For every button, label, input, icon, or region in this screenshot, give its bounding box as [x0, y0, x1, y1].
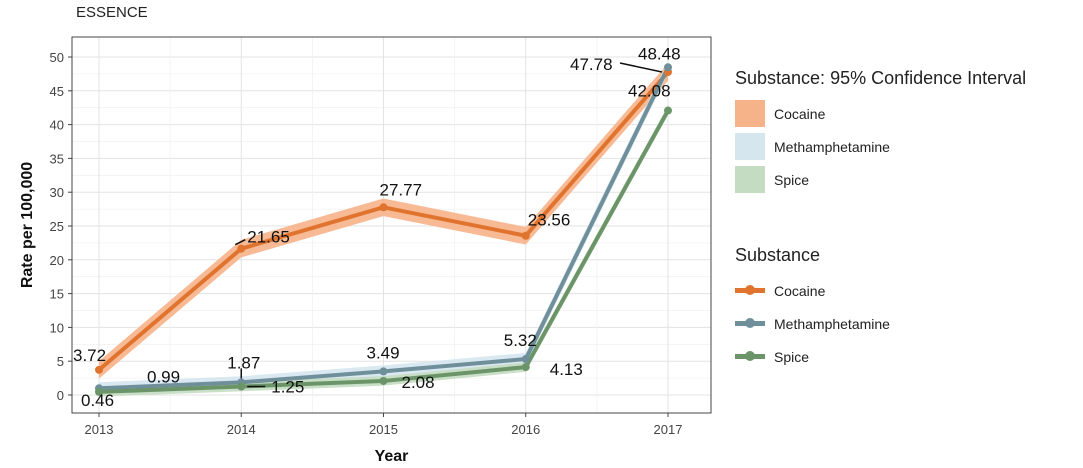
- line-key-spice: [735, 343, 765, 370]
- data-point-methamphetamine: [664, 63, 672, 72]
- data-point-cocaine: [237, 244, 246, 253]
- label-leader-line: [619, 62, 663, 73]
- y-tick-label: 25: [50, 219, 64, 234]
- line-legend-label: Methamphetamine: [774, 315, 890, 332]
- ci-legend-item-cocaine: Cocaine: [735, 97, 1026, 130]
- data-label: 1.87: [227, 353, 260, 372]
- data-point-spice: [95, 387, 103, 396]
- line-legend-title: Substance: [735, 245, 821, 265]
- data-point-cocaine: [521, 231, 530, 240]
- data-point-methamphetamine: [379, 367, 388, 376]
- data-label: 42.08: [628, 82, 671, 101]
- ci-legend-title: Substance: 95% Confidence Interval: [735, 68, 1027, 88]
- data-label: 3.72: [73, 346, 106, 365]
- y-tick-label: 40: [50, 118, 64, 133]
- y-tick-label: 45: [50, 84, 64, 99]
- data-point-cocaine: [379, 203, 388, 212]
- y-tick-label: 50: [50, 50, 64, 65]
- data-label: 27.77: [380, 180, 423, 199]
- ci-legend-label: Cocaine: [774, 105, 826, 122]
- ci-swatch-cocaine: [735, 100, 765, 127]
- y-tick-label: 0: [57, 388, 64, 403]
- line-legend: Substance Cocaine Methamphetamine Spice: [735, 245, 890, 373]
- ci-swatch-spice: [735, 166, 765, 193]
- data-label: 4.13: [550, 360, 583, 379]
- data-point-spice: [521, 363, 530, 372]
- line-key-methamphetamine: [735, 310, 765, 337]
- data-label: 48.48: [638, 44, 681, 63]
- y-axis-title: Rate per 100,000: [19, 162, 36, 288]
- y-tick-label: 10: [50, 320, 64, 335]
- ci-legend-item-spice: Spice: [735, 163, 1026, 196]
- data-label: 3.49: [367, 343, 400, 362]
- line-legend-item-spice: Spice: [735, 340, 890, 373]
- data-point-cocaine: [95, 365, 103, 374]
- y-tick-label: 5: [57, 354, 64, 369]
- line-legend-label: Cocaine: [774, 282, 826, 299]
- ci-legend-item-methamphetamine: Methamphetamine: [735, 130, 1026, 163]
- data-point-methamphetamine: [521, 355, 530, 364]
- data-point-spice: [379, 376, 388, 385]
- data-label: 21.65: [247, 228, 290, 247]
- data-label: 0.99: [147, 367, 180, 386]
- plot-border: [71, 36, 712, 414]
- y-tick-label: 35: [50, 151, 64, 166]
- ci-swatch-methamphetamine: [735, 133, 765, 160]
- data-point-spice: [237, 382, 246, 391]
- data-point-spice: [664, 106, 672, 115]
- line-key-cocaine: [735, 277, 765, 304]
- line-legend-item-methamphetamine: Methamphetamine: [735, 307, 890, 340]
- data-label: 0.46: [81, 391, 114, 410]
- label-leader-line: [234, 238, 246, 246]
- x-tick-label: 2016: [511, 422, 540, 437]
- ci-legend-label: Spice: [774, 171, 810, 188]
- line-legend-label: Spice: [774, 348, 810, 365]
- x-tick-label: 2017: [654, 422, 683, 437]
- ci-legend: Substance: 95% Confidence Interval Cocai…: [735, 68, 1026, 196]
- data-label: 2.08: [402, 373, 435, 392]
- x-axis-title: Year: [375, 448, 409, 465]
- x-tick-label: 2013: [85, 422, 114, 437]
- data-label: 1.25: [271, 378, 304, 397]
- y-tick-label: 15: [50, 287, 64, 302]
- data-label: 47.78: [570, 55, 613, 74]
- y-tick-label: 20: [50, 253, 64, 268]
- ci-legend-label: Methamphetamine: [774, 138, 890, 155]
- y-tick-label: 30: [50, 185, 64, 200]
- x-tick-label: 2015: [369, 422, 398, 437]
- chart-subtitle: ESSENCE: [76, 4, 148, 21]
- data-label: 23.56: [528, 211, 571, 230]
- data-label: 5.32: [504, 331, 537, 350]
- line-legend-item-cocaine: Cocaine: [735, 274, 890, 307]
- x-tick-label: 2014: [227, 422, 256, 437]
